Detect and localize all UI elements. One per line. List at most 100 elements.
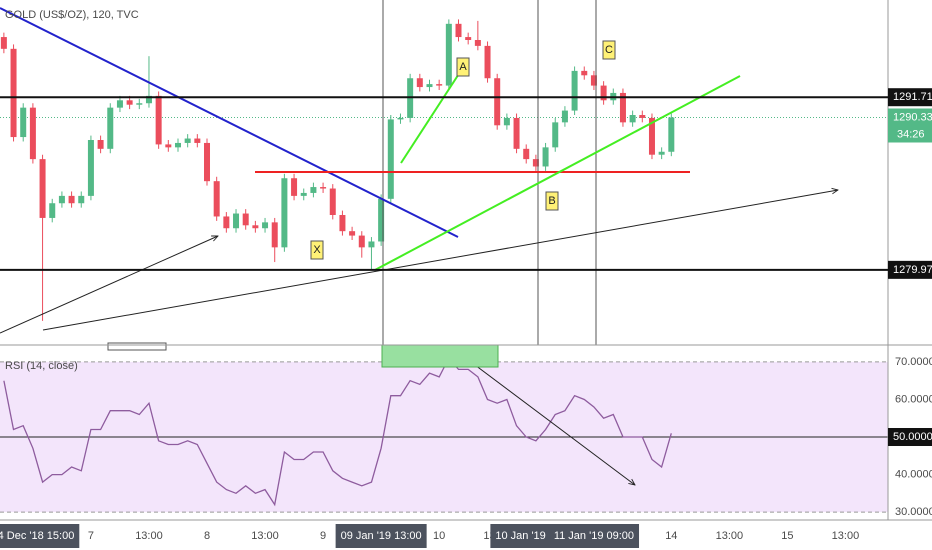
- candle-body: [523, 148, 530, 160]
- price-tag: 1279.97: [893, 264, 932, 276]
- candle-body: [116, 100, 123, 108]
- arrow: [454, 349, 635, 485]
- x-tick-label: 7: [88, 530, 94, 542]
- candle-body: [445, 23, 452, 86]
- crosshair-label: 14 Dec '18 15:00: [0, 530, 74, 542]
- candle-body: [639, 115, 646, 118]
- trend-line: [374, 75, 741, 271]
- price-tag-box: [888, 260, 932, 279]
- candle-body: [174, 142, 181, 148]
- price-tag-box: [888, 108, 932, 143]
- crosshair-label: 11 Jan '19 09:00: [554, 530, 634, 542]
- x-tick-label: 13:00: [716, 530, 744, 542]
- candle-body: [668, 117, 675, 152]
- candle-body: [155, 95, 162, 145]
- indicator-title: RSI (14, close): [5, 360, 78, 372]
- candle-body: [223, 216, 230, 229]
- x-tick-label: 14: [665, 530, 677, 542]
- candle-body: [126, 100, 133, 105]
- trend-line: [0, 7, 459, 238]
- candle-body: [397, 117, 404, 120]
- candle-body: [629, 115, 636, 123]
- candle-body: [320, 187, 327, 189]
- candle-body: [39, 159, 46, 218]
- candle-body: [581, 70, 588, 76]
- candle-body: [281, 178, 288, 248]
- y-tick-label: 60.0000: [895, 393, 932, 405]
- candle-body: [0, 37, 7, 49]
- candle-body: [648, 117, 655, 155]
- rsi-line: [3, 356, 672, 507]
- candle-body: [349, 231, 356, 236]
- price-tag: 50.0000: [893, 431, 932, 443]
- candle-body: [300, 192, 307, 196]
- annotation: B: [548, 195, 555, 207]
- candle-body: [426, 84, 433, 88]
- background-layer: [0, 117, 888, 513]
- candle-body: [465, 37, 472, 40]
- price-tag: 1291.71: [893, 91, 932, 103]
- candle-body: [619, 92, 626, 123]
- candle-body: [590, 75, 597, 86]
- candle-body: [358, 235, 365, 248]
- candle-body: [213, 181, 220, 217]
- highlight-box: [107, 342, 167, 351]
- candle-body: [542, 147, 549, 167]
- x-tick-label: 9: [320, 530, 326, 542]
- candle-body: [49, 203, 56, 218]
- candle-body: [204, 142, 211, 182]
- candle-body: [271, 222, 278, 248]
- crosshair-label-box: [548, 524, 640, 548]
- countdown: 34:26: [897, 128, 925, 140]
- y-tick-label: 40.0000: [895, 468, 932, 480]
- candle-body: [252, 225, 259, 229]
- candle-body: [291, 178, 298, 196]
- candle-body: [387, 119, 394, 199]
- trend-line: [400, 65, 465, 164]
- annotation-box: [602, 40, 616, 60]
- annotation-box: [456, 57, 470, 77]
- x-tick-label: 15: [781, 530, 793, 542]
- candle-body: [571, 70, 578, 111]
- candle-body: [184, 138, 191, 143]
- price-tag-box: [888, 428, 932, 447]
- y-tick-label: 30.0000: [895, 506, 932, 518]
- crosshair-label-box: [335, 524, 427, 548]
- candle-body: [532, 159, 539, 167]
- candle-body: [145, 95, 152, 104]
- crosshair-label: 09 Jan '19 13:00: [341, 530, 422, 542]
- y-tick-label: 70.0000: [895, 356, 932, 368]
- x-tick-label: 13:00: [135, 530, 163, 542]
- candle-body: [378, 198, 385, 242]
- candle-body: [600, 85, 607, 101]
- candle-body: [262, 222, 269, 229]
- candle-body: [310, 187, 317, 193]
- x-tick-label: 10: [433, 530, 445, 542]
- candle-body: [29, 107, 36, 160]
- annotation: X: [313, 244, 321, 256]
- x-tick-label: 8: [204, 530, 210, 542]
- x-tick-label: 13:00: [832, 530, 860, 542]
- candle-body: [513, 117, 520, 149]
- candle-body: [165, 144, 172, 148]
- highlight-box: [381, 344, 499, 368]
- candle-body: [97, 140, 104, 149]
- series-layer: [0, 19, 675, 507]
- candle-body: [552, 122, 559, 148]
- candle-body: [484, 45, 491, 79]
- annotation: A: [459, 61, 467, 73]
- candle-body: [58, 195, 65, 204]
- candle-body: [107, 107, 114, 149]
- arrow: [42, 190, 838, 331]
- candle-body: [474, 40, 481, 46]
- annotation-box: [310, 240, 324, 260]
- candle-body: [329, 188, 336, 215]
- candle-body: [233, 213, 240, 229]
- candle-body: [658, 151, 665, 155]
- candle-body: [339, 215, 346, 232]
- candle-body: [20, 107, 27, 138]
- price-tag-box: [888, 88, 932, 107]
- arrow: [0, 235, 218, 334]
